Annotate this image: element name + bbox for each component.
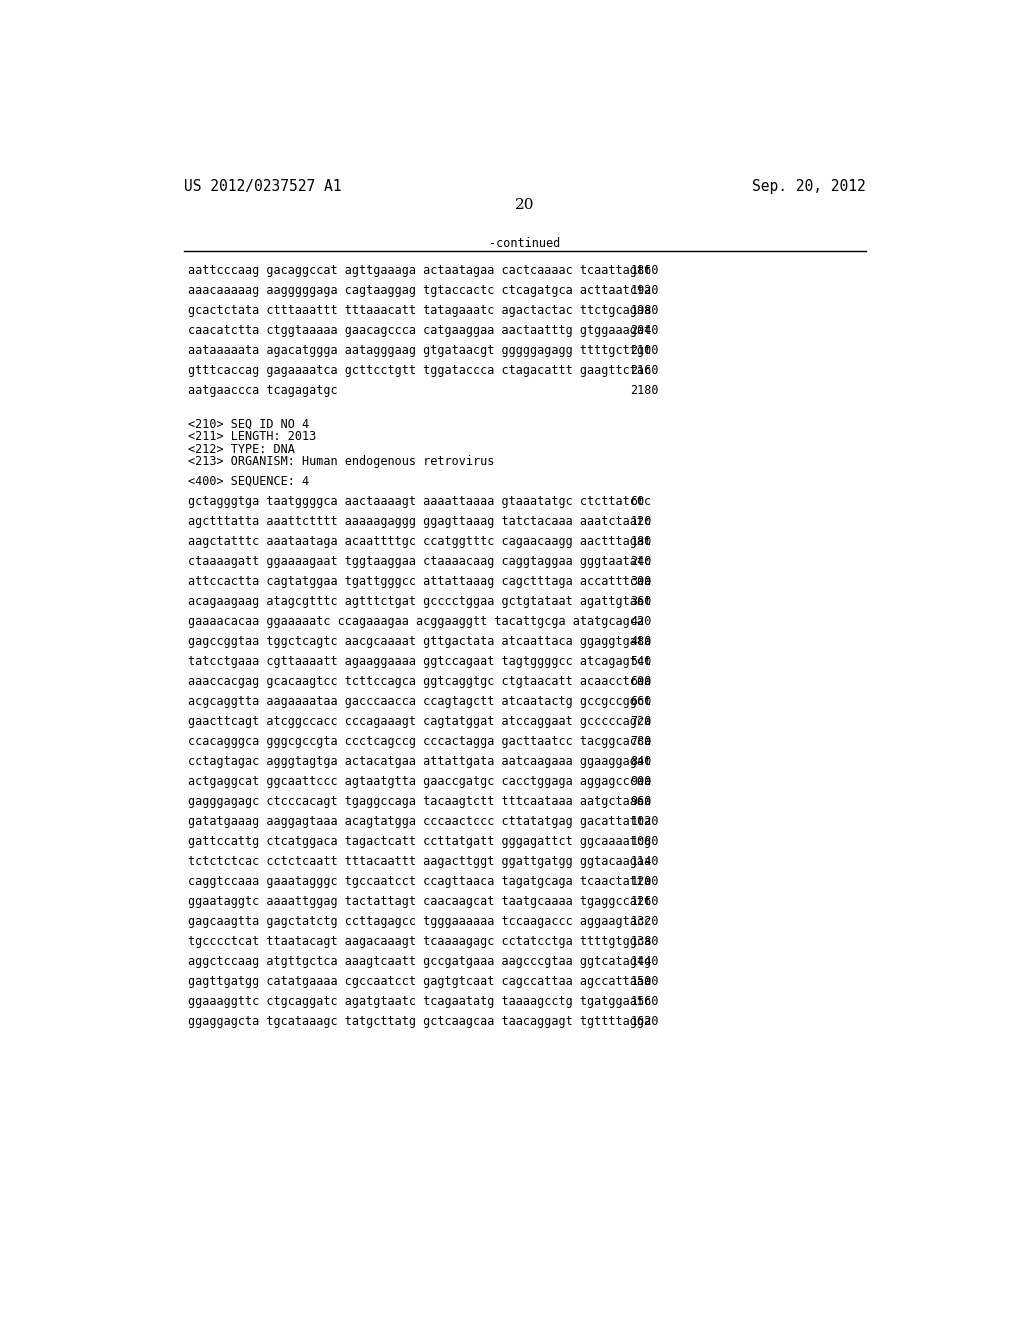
Text: cctagtagac agggtagtga actacatgaa attattgata aatcaagaaa ggaaggagat: cctagtagac agggtagtga actacatgaa attattg…: [188, 755, 651, 768]
Text: 1860: 1860: [630, 264, 658, 277]
Text: 1440: 1440: [630, 956, 658, 969]
Text: 840: 840: [630, 755, 651, 768]
Text: 1500: 1500: [630, 975, 658, 989]
Text: gatatgaaag aaggagtaaa acagtatgga cccaactccc cttatatgag gacattatta: gatatgaaag aaggagtaaa acagtatgga cccaact…: [188, 816, 651, 828]
Text: 960: 960: [630, 795, 651, 808]
Text: 1920: 1920: [630, 284, 658, 297]
Text: tgcccctcat ttaatacagt aagacaaagt tcaaaagagc cctatcctga ttttgtggca: tgcccctcat ttaatacagt aagacaaagt tcaaaag…: [188, 936, 651, 948]
Text: gctagggtga taatggggca aactaaaagt aaaattaaaa gtaaatatgc ctcttatctc: gctagggtga taatggggca aactaaaagt aaaatta…: [188, 495, 651, 508]
Text: gaaaacacaa ggaaaaatc ccagaaagaa acggaaggtt tacattgcga atatgcagca: gaaaacacaa ggaaaaatc ccagaaagaa acggaagg…: [188, 615, 644, 628]
Text: actgaggcat ggcaattccc agtaatgtta gaaccgatgc cacctggaga aggagcccaa: actgaggcat ggcaattccc agtaatgtta gaaccga…: [188, 775, 651, 788]
Text: 420: 420: [630, 615, 651, 628]
Text: attccactta cagtatggaa tgattgggcc attattaaag cagctttaga accatttcaa: attccactta cagtatggaa tgattgggcc attatta…: [188, 576, 651, 587]
Text: <213> ORGANISM: Human endogenous retrovirus: <213> ORGANISM: Human endogenous retrovi…: [188, 455, 495, 467]
Text: gattccattg ctcatggaca tagactcatt ccttatgatt gggagattct ggcaaaatcg: gattccattg ctcatggaca tagactcatt ccttatg…: [188, 836, 651, 849]
Text: ccacagggca gggcgccgta ccctcagccg cccactagga gacttaatcc tacggcacca: ccacagggca gggcgccgta ccctcagccg cccacta…: [188, 735, 651, 748]
Text: 660: 660: [630, 696, 651, 708]
Text: gagccggtaa tggctcagtc aacgcaaaat gttgactata atcaattaca ggaggtgata: gagccggtaa tggctcagtc aacgcaaaat gttgact…: [188, 635, 651, 648]
Text: 600: 600: [630, 675, 651, 688]
Text: 300: 300: [630, 576, 651, 587]
Text: 1140: 1140: [630, 855, 658, 869]
Text: tctctctcac cctctcaatt tttacaattt aagacttggt ggattgatgg ggtacaagaa: tctctctcac cctctcaatt tttacaattt aagactt…: [188, 855, 651, 869]
Text: 2180: 2180: [630, 384, 658, 397]
Text: <212> TYPE: DNA: <212> TYPE: DNA: [188, 442, 295, 455]
Text: 2160: 2160: [630, 364, 658, 378]
Text: 2040: 2040: [630, 323, 658, 337]
Text: caacatctta ctggtaaaaa gaacagccca catgaaggaa aactaatttg gtggaaagat: caacatctta ctggtaaaaa gaacagccca catgaag…: [188, 323, 651, 337]
Text: aagctatttc aaataataga acaattttgc ccatggtttc cagaacaagg aactttagat: aagctatttc aaataataga acaattttgc ccatggt…: [188, 535, 651, 548]
Text: agctttatta aaattctttt aaaaagaggg ggagttaaag tatctacaaa aaatctaatc: agctttatta aaattctttt aaaaagaggg ggagtta…: [188, 515, 651, 528]
Text: 1980: 1980: [630, 304, 658, 317]
Text: <400> SEQUENCE: 4: <400> SEQUENCE: 4: [188, 475, 309, 488]
Text: 780: 780: [630, 735, 651, 748]
Text: tatcctgaaa cgttaaaatt agaaggaaaa ggtccagaat tagtggggcc atcagagtct: tatcctgaaa cgttaaaatt agaaggaaaa ggtccag…: [188, 655, 651, 668]
Text: ggaaaggttc ctgcaggatc agatgtaatc tcagaatatg taaaagcctg tgatggaatc: ggaaaggttc ctgcaggatc agatgtaatc tcagaat…: [188, 995, 651, 1008]
Text: 540: 540: [630, 655, 651, 668]
Text: 360: 360: [630, 595, 651, 609]
Text: 2100: 2100: [630, 345, 658, 356]
Text: ggaataggtc aaaattggag tactattagt caacaagcat taatgcaaaa tgaggccatt: ggaataggtc aaaattggag tactattagt caacaag…: [188, 895, 651, 908]
Text: 120: 120: [630, 515, 651, 528]
Text: 1020: 1020: [630, 816, 658, 828]
Text: Sep. 20, 2012: Sep. 20, 2012: [752, 180, 866, 194]
Text: gagggagagc ctcccacagt tgaggccaga tacaagtctt tttcaataaa aatgctaaaa: gagggagagc ctcccacagt tgaggccaga tacaagt…: [188, 795, 651, 808]
Text: ggaggagcta tgcataaagc tatgcttatg gctcaagcaa taacaggagt tgttttagga: ggaggagcta tgcataaagc tatgcttatg gctcaag…: [188, 1015, 651, 1028]
Text: aataaaaata agacatggga aatagggaag gtgataacgt gggggagagg ttttgcttgt: aataaaaata agacatggga aatagggaag gtgataa…: [188, 345, 651, 356]
Text: aggctccaag atgttgctca aaagtcaatt gccgatgaaa aagcccgtaa ggtcatagtg: aggctccaag atgttgctca aaagtcaatt gccgatg…: [188, 956, 651, 969]
Text: acgcaggtta aagaaaataa gacccaacca ccagtagctt atcaatactg gccgccggct: acgcaggtta aagaaaataa gacccaacca ccagtag…: [188, 696, 651, 708]
Text: aaaccacgag gcacaagtcc tcttccagca ggtcaggtgc ctgtaacatt acaacctcaa: aaaccacgag gcacaagtcc tcttccagca ggtcagg…: [188, 675, 651, 688]
Text: gtttcaccag gagaaaatca gcttcctgtt tggataccca ctagacattt gaagttctac: gtttcaccag gagaaaatca gcttcctgtt tggatac…: [188, 364, 651, 378]
Text: 1380: 1380: [630, 936, 658, 948]
Text: 1560: 1560: [630, 995, 658, 1008]
Text: aattcccaag gacaggccat agttgaaaga actaatagaa cactcaaaac tcaattagtt: aattcccaag gacaggccat agttgaaaga actaata…: [188, 264, 651, 277]
Text: -continued: -continued: [489, 238, 560, 249]
Text: 1200: 1200: [630, 875, 658, 888]
Text: <211> LENGTH: 2013: <211> LENGTH: 2013: [188, 430, 316, 444]
Text: 900: 900: [630, 775, 651, 788]
Text: <210> SEQ ID NO 4: <210> SEQ ID NO 4: [188, 418, 309, 430]
Text: 60: 60: [630, 495, 644, 508]
Text: gagttgatgg catatgaaaa cgccaatcct gagtgtcaat cagccattaa agccattaaa: gagttgatgg catatgaaaa cgccaatcct gagtgtc…: [188, 975, 651, 989]
Text: caggtccaaa gaaatagggc tgccaatcct ccagttaaca tagatgcaga tcaactatta: caggtccaaa gaaatagggc tgccaatcct ccagtta…: [188, 875, 651, 888]
Text: gaacttcagt atcggccacc cccagaaagt cagtatggat atccaggaat gcccccagca: gaacttcagt atcggccacc cccagaaagt cagtatg…: [188, 715, 651, 729]
Text: 1320: 1320: [630, 915, 658, 928]
Text: US 2012/0237527 A1: US 2012/0237527 A1: [183, 180, 341, 194]
Text: gcactctata ctttaaattt tttaaacatt tatagaaatc agactactac ttctgcagaa: gcactctata ctttaaattt tttaaacatt tatagaa…: [188, 304, 651, 317]
Text: acagaagaag atagcgtttc agtttctgat gcccctggaa gctgtataat agattgtaat: acagaagaag atagcgtttc agtttctgat gcccctg…: [188, 595, 651, 609]
Text: 480: 480: [630, 635, 651, 648]
Text: 180: 180: [630, 535, 651, 548]
Text: ctaaaagatt ggaaaagaat tggtaaggaa ctaaaacaag caggtaggaa gggtaatatc: ctaaaagatt ggaaaagaat tggtaaggaa ctaaaac…: [188, 554, 651, 568]
Text: gagcaagtta gagctatctg ccttagagcc tgggaaaaaa tccaagaccc aggaagtacc: gagcaagtta gagctatctg ccttagagcc tgggaaa…: [188, 915, 651, 928]
Text: 1080: 1080: [630, 836, 658, 849]
Text: 20: 20: [515, 198, 535, 213]
Text: 1620: 1620: [630, 1015, 658, 1028]
Text: aaacaaaaag aagggggaga cagtaaggag tgtaccactc ctcagatgca acttaatcta: aaacaaaaag aagggggaga cagtaaggag tgtacca…: [188, 284, 651, 297]
Text: 720: 720: [630, 715, 651, 729]
Text: 240: 240: [630, 554, 651, 568]
Text: 1260: 1260: [630, 895, 658, 908]
Text: aatgaaccca tcagagatgc: aatgaaccca tcagagatgc: [188, 384, 338, 397]
